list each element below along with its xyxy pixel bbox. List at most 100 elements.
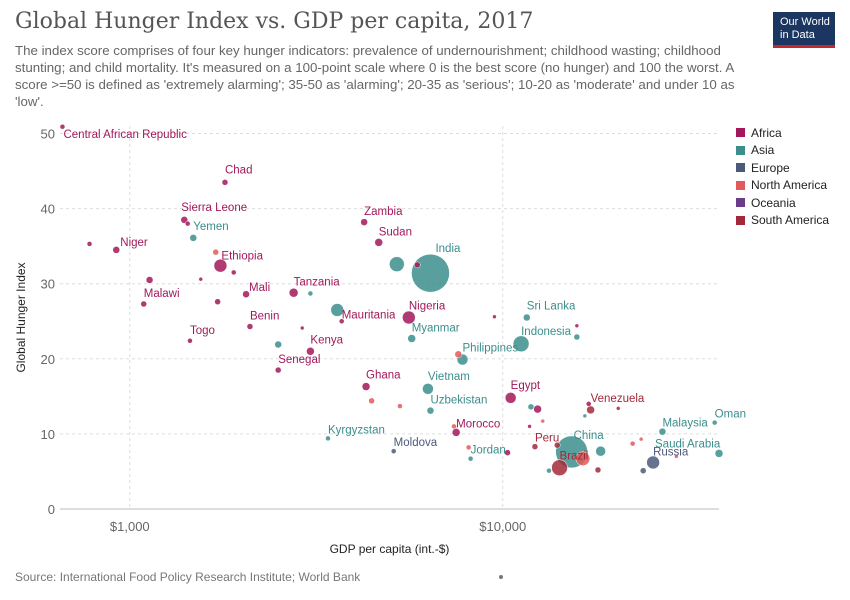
point-zambia	[360, 218, 368, 226]
data-point	[527, 424, 532, 429]
point-morocco	[451, 428, 461, 437]
point-label: Senegal	[278, 354, 320, 366]
data-points	[59, 124, 724, 476]
grid-lines	[60, 126, 719, 509]
point-label: Mali	[249, 282, 270, 294]
data-point	[454, 350, 463, 359]
point-label: Saudi Arabia	[655, 438, 721, 450]
point-label: Nigeria	[409, 301, 446, 313]
legend-swatch	[736, 145, 745, 155]
chart-subtitle: The index score comprises of four key hu…	[15, 43, 735, 109]
point-label: Egypt	[511, 380, 541, 392]
data-point	[145, 276, 154, 284]
point-mali	[242, 290, 250, 298]
data-point	[629, 440, 636, 447]
legend-item[interactable]: Africa	[736, 124, 829, 142]
legend-label: North America	[751, 178, 828, 193]
data-point	[492, 314, 497, 319]
point-india	[411, 253, 450, 293]
x-tick-label: $10,000	[479, 519, 526, 534]
y-axis-title: Global Hunger Index	[14, 262, 28, 372]
point-label: Ethiopia	[221, 251, 263, 263]
point-label: Peru	[535, 433, 559, 445]
y-tick-label: 0	[48, 502, 55, 517]
point-label: Niger	[120, 237, 148, 249]
point-saudi-arabia	[714, 449, 724, 458]
point-label: Togo	[190, 325, 215, 337]
legend-item[interactable]: Europe	[736, 159, 829, 177]
chart-title: Global Hunger Index vs. GDP per capita, …	[15, 9, 534, 34]
point-togo	[187, 338, 193, 344]
point-sri-lanka	[523, 313, 531, 322]
x-tick-label: $1,000	[110, 519, 150, 534]
legend-label: South America	[751, 213, 830, 228]
legend-item[interactable]: Oceania	[736, 194, 829, 212]
point-label: Ghana	[366, 370, 401, 382]
point-label: Brazil	[560, 451, 589, 463]
data-point	[546, 467, 552, 474]
point-label: Sierra Leone	[181, 202, 247, 214]
color-legend: Africa Asia Europe North America Oceania Sout…	[736, 124, 829, 229]
point-myanmar	[407, 334, 416, 343]
point-label: Kyrgyzstan	[328, 424, 385, 436]
data-point	[594, 466, 602, 474]
axes: 0 10 20 30 40 50 $1,000 $10,000 GDP per capita (…	[14, 127, 719, 579]
size-legend-marker	[499, 575, 503, 579]
legend-swatch	[736, 198, 745, 208]
point-label: Sri Lanka	[527, 301, 576, 313]
legend-item[interactable]: North America	[736, 177, 829, 195]
legend-swatch	[736, 163, 745, 173]
data-point	[540, 418, 545, 424]
legend-item[interactable]: Asia	[736, 142, 829, 160]
point-niger	[112, 246, 121, 254]
legend-item[interactable]: South America	[736, 212, 829, 230]
data-point	[575, 451, 591, 466]
point-jordan	[467, 455, 474, 462]
point-nigeria	[402, 310, 416, 325]
data-point	[184, 220, 191, 227]
data-point	[299, 325, 305, 331]
point-indonesia	[512, 335, 530, 353]
point-label: India	[435, 243, 461, 255]
point-label: Central African Republic	[63, 129, 187, 141]
point-ghana	[361, 382, 371, 391]
point-oman	[711, 419, 718, 426]
data-point	[274, 340, 282, 349]
data-point	[674, 454, 679, 459]
legend-label: Africa	[751, 125, 782, 140]
data-point	[533, 404, 542, 414]
data-point	[504, 449, 511, 456]
point-central-african-republic	[59, 124, 66, 130]
legend-swatch	[736, 128, 745, 138]
point-label: Indonesia	[521, 326, 571, 338]
point-egypt	[504, 392, 517, 404]
point-uzbekistan	[426, 406, 435, 415]
point-label: Venezuela	[591, 393, 645, 405]
data-point	[585, 401, 592, 407]
data-point	[465, 444, 472, 451]
point-kyrgyzstan	[325, 435, 331, 442]
logo-line-2: in Data	[780, 29, 815, 41]
point-label: Morocco	[456, 418, 500, 430]
data-point	[214, 298, 221, 305]
point-label: Uzbekistan	[430, 395, 487, 407]
point-label: Benin	[250, 311, 279, 323]
point-labels: Central African Republic Chad Sierra Leone…	[63, 129, 746, 463]
legend-label: Asia	[751, 143, 775, 158]
point-label: Malawi	[144, 288, 180, 300]
point-senegal	[274, 366, 282, 374]
data-point	[368, 397, 375, 405]
owid-logo[interactable]: Our World in Data	[773, 12, 835, 48]
point-label: Malaysia	[662, 418, 708, 430]
point-label: Kenya	[310, 334, 343, 346]
data-point	[397, 403, 403, 409]
point-label: Philippines	[463, 343, 519, 355]
point-russia	[646, 455, 660, 470]
point-mauritania	[338, 318, 345, 325]
point-yemen	[189, 234, 198, 242]
data-point	[527, 403, 535, 411]
data-point	[414, 261, 421, 269]
point-venezuela	[586, 405, 595, 415]
point-tanzania	[288, 287, 299, 298]
